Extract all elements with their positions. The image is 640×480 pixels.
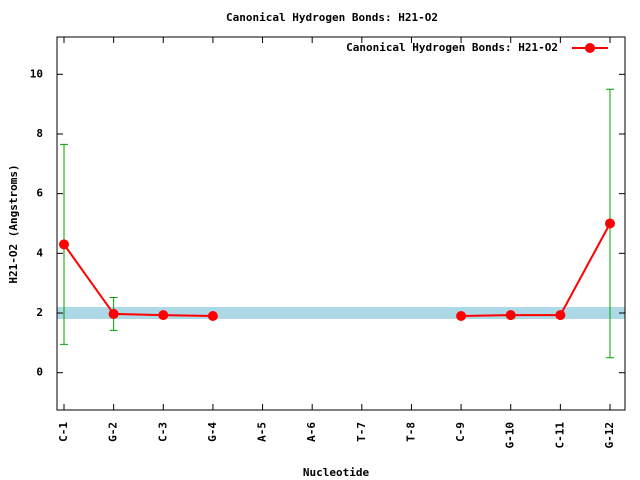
point xyxy=(555,310,566,321)
x-tick-label: G-10 xyxy=(504,422,517,449)
point xyxy=(207,311,218,322)
x-tick-label: G-2 xyxy=(107,422,120,442)
x-tick-label: C-1 xyxy=(57,422,70,442)
chart-title: Canonical Hydrogen Bonds: H21-O2 xyxy=(226,11,438,24)
plot-frame xyxy=(56,36,626,411)
x-tick-label: T-8 xyxy=(404,422,417,442)
legend-marker xyxy=(585,43,595,53)
x-tick-label: T-7 xyxy=(355,422,368,442)
y-tick-label: 6 xyxy=(36,187,43,200)
x-tick-label: G-12 xyxy=(603,422,616,449)
reference-band xyxy=(57,307,625,319)
legend-label: Canonical Hydrogen Bonds: H21-O2 xyxy=(346,41,558,54)
point xyxy=(505,310,516,321)
point xyxy=(158,310,169,321)
x-tick-label: A-5 xyxy=(256,422,269,442)
y-tick-label: 4 xyxy=(36,246,43,259)
y-tick-label: 8 xyxy=(36,127,43,140)
y-axis-label: H21-O2 (Angstroms) xyxy=(7,164,20,283)
x-tick-label: C-3 xyxy=(156,422,169,442)
x-axis-label: Nucleotide xyxy=(303,466,370,479)
series-line xyxy=(63,223,611,318)
y-tick-label: 0 xyxy=(36,366,43,379)
point xyxy=(456,311,467,322)
point xyxy=(59,239,69,250)
x-tick-label: A-6 xyxy=(305,422,318,442)
x-tick-label: C-11 xyxy=(553,422,566,449)
y-tick-label: 10 xyxy=(30,67,43,80)
point xyxy=(108,308,119,319)
point xyxy=(605,218,615,229)
x-tick-label: C-9 xyxy=(454,422,467,442)
y-tick-label: 2 xyxy=(36,306,43,319)
x-tick-label: G-4 xyxy=(206,422,219,442)
